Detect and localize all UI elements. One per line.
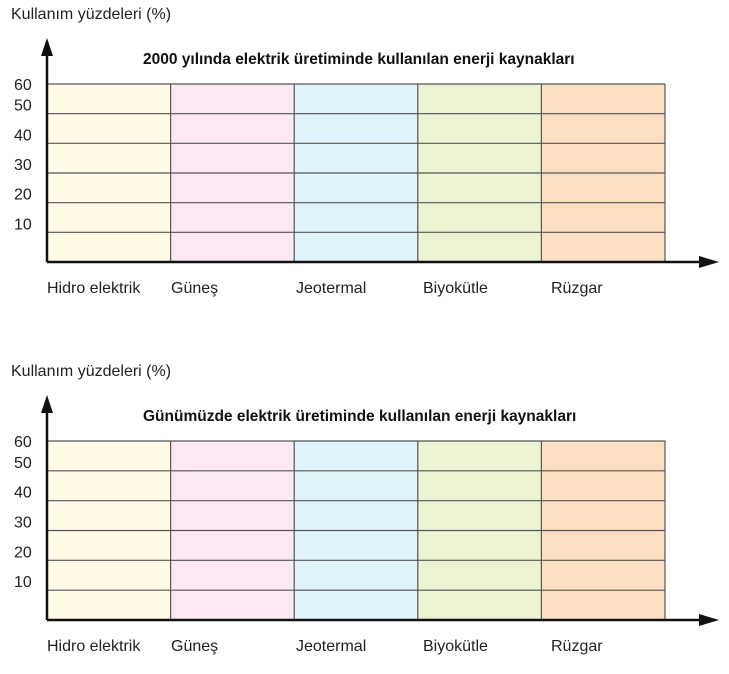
y-tick-label: 10: [14, 574, 32, 591]
x-category-label: Hidro elektrik: [47, 638, 141, 655]
y-tick-label: 20: [14, 544, 32, 561]
chart-title: 2000 yılında elektrik üretiminde kullanı…: [143, 51, 575, 68]
y-tick-label: 30: [14, 157, 32, 174]
y-axis-arrow-icon: [41, 395, 53, 413]
x-axis-arrow-icon: [699, 614, 719, 626]
x-category-label: Rüzgar: [551, 280, 603, 297]
y-tick-label: 40: [14, 127, 32, 144]
y-tick-label: 50: [14, 98, 32, 115]
y-tick-label: 20: [14, 187, 32, 204]
y-tick-label: 10: [14, 216, 32, 233]
y-axis-arrow-icon: [41, 38, 53, 56]
x-category-label: Güneş: [171, 638, 218, 655]
y-axis-label: Kullanım yüzdeleri (%): [11, 6, 171, 23]
x-category-label: Jeotermal: [296, 638, 366, 655]
y-tick-label: 40: [14, 485, 32, 502]
x-category-label: Hidro elektrik: [47, 280, 141, 297]
x-axis-arrow-icon: [699, 256, 719, 268]
y-tick-label: 60: [14, 77, 32, 94]
x-category-label: Jeotermal: [296, 280, 366, 297]
x-category-label: Biyokütle: [423, 638, 488, 655]
x-category-label: Rüzgar: [551, 638, 603, 655]
x-category-label: Güneş: [171, 280, 218, 297]
chart-2: Kullanım yüzdeleri (%) Günümüzde elektrik…: [11, 363, 719, 655]
y-tick-label: 30: [14, 515, 32, 532]
chart-title: Günümüzde elektrik üretiminde kullanılan…: [143, 408, 576, 425]
y-tick-label: 60: [14, 434, 32, 451]
y-tick-label: 50: [14, 455, 32, 472]
chart-1: Kullanım yüzdeleri (%) 2000 yılında elekt…: [11, 6, 719, 297]
x-category-label: Biyokütle: [423, 280, 488, 297]
y-axis-label: Kullanım yüzdeleri (%): [11, 363, 171, 380]
